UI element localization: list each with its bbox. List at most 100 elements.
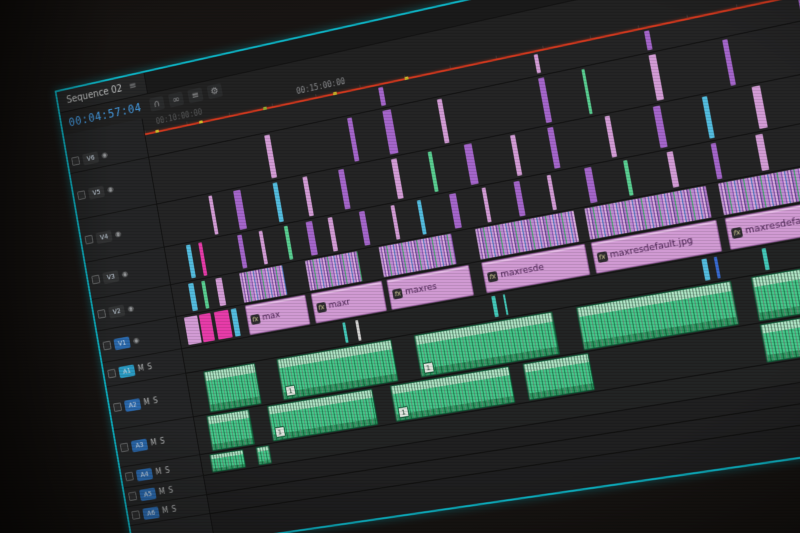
video-clip[interactable]	[546, 174, 557, 211]
audio-clip[interactable]	[355, 320, 362, 341]
track-target-button-V5[interactable]: V5	[87, 185, 105, 200]
video-clip[interactable]	[215, 277, 226, 307]
video-clip[interactable]	[622, 159, 635, 197]
sync-lock-icon[interactable]	[112, 402, 123, 413]
video-clip[interactable]	[346, 117, 359, 162]
sync-lock-icon[interactable]	[97, 309, 107, 319]
panel-menu-icon[interactable]: ≡	[128, 79, 138, 92]
video-clip[interactable]	[701, 96, 715, 139]
video-clip[interactable]	[305, 220, 319, 256]
audio-clip[interactable]	[341, 322, 349, 344]
video-clip[interactable]	[417, 199, 427, 235]
linked-selection-icon[interactable]: ∞	[167, 91, 185, 108]
video-clip[interactable]	[481, 187, 493, 223]
track-target-button-V2[interactable]: V2	[107, 304, 126, 319]
sync-lock-icon[interactable]	[131, 510, 141, 520]
track-target-button-A1[interactable]: A1	[118, 363, 136, 378]
audio-clip[interactable]	[491, 295, 499, 318]
video-clip[interactable]	[185, 244, 196, 279]
video-clip[interactable]	[449, 193, 462, 229]
toggle-track-output-eye-icon[interactable]: ◉	[121, 268, 129, 279]
fx-badge[interactable]: fx	[730, 226, 744, 239]
mute-track-button[interactable]: M	[137, 363, 145, 373]
mute-track-button[interactable]: M	[142, 397, 151, 407]
video-clip[interactable]	[604, 115, 617, 158]
solo-track-button[interactable]: S	[152, 395, 159, 405]
fx-badge[interactable]: fx	[315, 301, 327, 313]
video-clip[interactable]	[198, 242, 208, 276]
sync-lock-icon[interactable]	[119, 442, 129, 453]
toggle-track-output-eye-icon[interactable]: ◉	[132, 335, 140, 345]
sync-lock-icon[interactable]	[76, 190, 87, 201]
track-target-button-A5[interactable]: A5	[139, 487, 157, 501]
video-clip[interactable]	[463, 143, 479, 186]
fx-badge[interactable]: fx	[249, 313, 261, 325]
track-target-button-A2[interactable]: A2	[123, 397, 142, 412]
video-clip[interactable]	[513, 180, 526, 217]
mute-track-button[interactable]: M	[158, 486, 166, 496]
video-clip[interactable]	[721, 39, 736, 86]
sync-lock-icon[interactable]	[128, 491, 138, 502]
video-clip[interactable]	[358, 210, 371, 246]
video-clip[interactable]	[198, 312, 216, 343]
video-clip[interactable]	[534, 53, 542, 74]
timeline-menu-icon[interactable]: ≡	[187, 87, 204, 104]
video-clip[interactable]	[272, 182, 285, 223]
sync-lock-icon[interactable]	[102, 340, 112, 351]
video-clip[interactable]	[652, 105, 668, 149]
video-clip[interactable]	[390, 204, 401, 240]
video-clip[interactable]	[327, 216, 339, 252]
video-clip[interactable]	[258, 230, 269, 265]
video-clip[interactable]	[337, 168, 351, 210]
video-clip[interactable]	[214, 309, 233, 340]
audio-clip[interactable]	[206, 408, 256, 452]
sync-lock-icon[interactable]	[91, 274, 101, 285]
video-clip[interactable]	[436, 98, 450, 144]
video-clip[interactable]	[233, 189, 248, 230]
solo-track-button[interactable]: S	[167, 485, 174, 495]
video-clip[interactable]	[391, 158, 404, 200]
track-target-button-A6[interactable]: A6	[142, 505, 160, 520]
audio-clip[interactable]	[502, 293, 509, 316]
video-clip[interactable]	[710, 142, 723, 180]
video-clip[interactable]	[188, 282, 198, 312]
solo-track-button[interactable]: S	[146, 361, 153, 372]
video-clip[interactable]	[378, 86, 387, 107]
track-target-button-V3[interactable]: V3	[102, 269, 120, 284]
track-target-button-A3[interactable]: A3	[130, 438, 149, 452]
solo-track-button[interactable]: S	[170, 504, 177, 514]
video-clip[interactable]	[584, 166, 598, 204]
video-clip[interactable]	[263, 134, 278, 179]
timeline-settings-wrench-icon[interactable]: ⚙	[206, 83, 224, 100]
fx-badge[interactable]: fx	[596, 250, 608, 263]
audio-clip[interactable]	[255, 445, 272, 466]
video-clip[interactable]	[207, 195, 219, 235]
sync-lock-icon[interactable]	[71, 156, 81, 166]
video-clip[interactable]	[200, 280, 210, 309]
video-clip[interactable]	[382, 109, 399, 155]
track-target-button-V6[interactable]: V6	[81, 150, 100, 166]
track-target-button-V1[interactable]: V1	[113, 335, 131, 350]
toggle-track-output-eye-icon[interactable]: ◉	[100, 149, 109, 160]
mute-track-button[interactable]: M	[149, 437, 158, 447]
track-target-button-A4[interactable]: A4	[135, 467, 154, 482]
video-clip[interactable]	[751, 85, 768, 130]
audio-clip[interactable]	[701, 258, 711, 281]
toggle-track-output-eye-icon[interactable]: ◉	[126, 303, 135, 313]
mute-track-button[interactable]: M	[161, 505, 169, 515]
video-clip[interactable]	[580, 68, 594, 115]
solo-track-button[interactable]: S	[159, 436, 166, 446]
solo-track-button[interactable]: S	[164, 465, 171, 475]
video-clip[interactable]	[510, 134, 523, 177]
video-clip[interactable]	[643, 30, 653, 51]
video-clip[interactable]	[236, 234, 248, 269]
video-clip[interactable]	[648, 53, 665, 101]
video-clip[interactable]	[547, 126, 561, 169]
mute-track-button[interactable]: M	[154, 466, 163, 477]
video-clip[interactable]	[284, 225, 294, 260]
video-clip[interactable]	[427, 151, 439, 193]
video-clip[interactable]	[666, 151, 679, 188]
video-clip[interactable]	[231, 308, 241, 337]
track-target-button-V4[interactable]: V4	[95, 229, 113, 244]
audio-clip[interactable]	[203, 362, 262, 413]
